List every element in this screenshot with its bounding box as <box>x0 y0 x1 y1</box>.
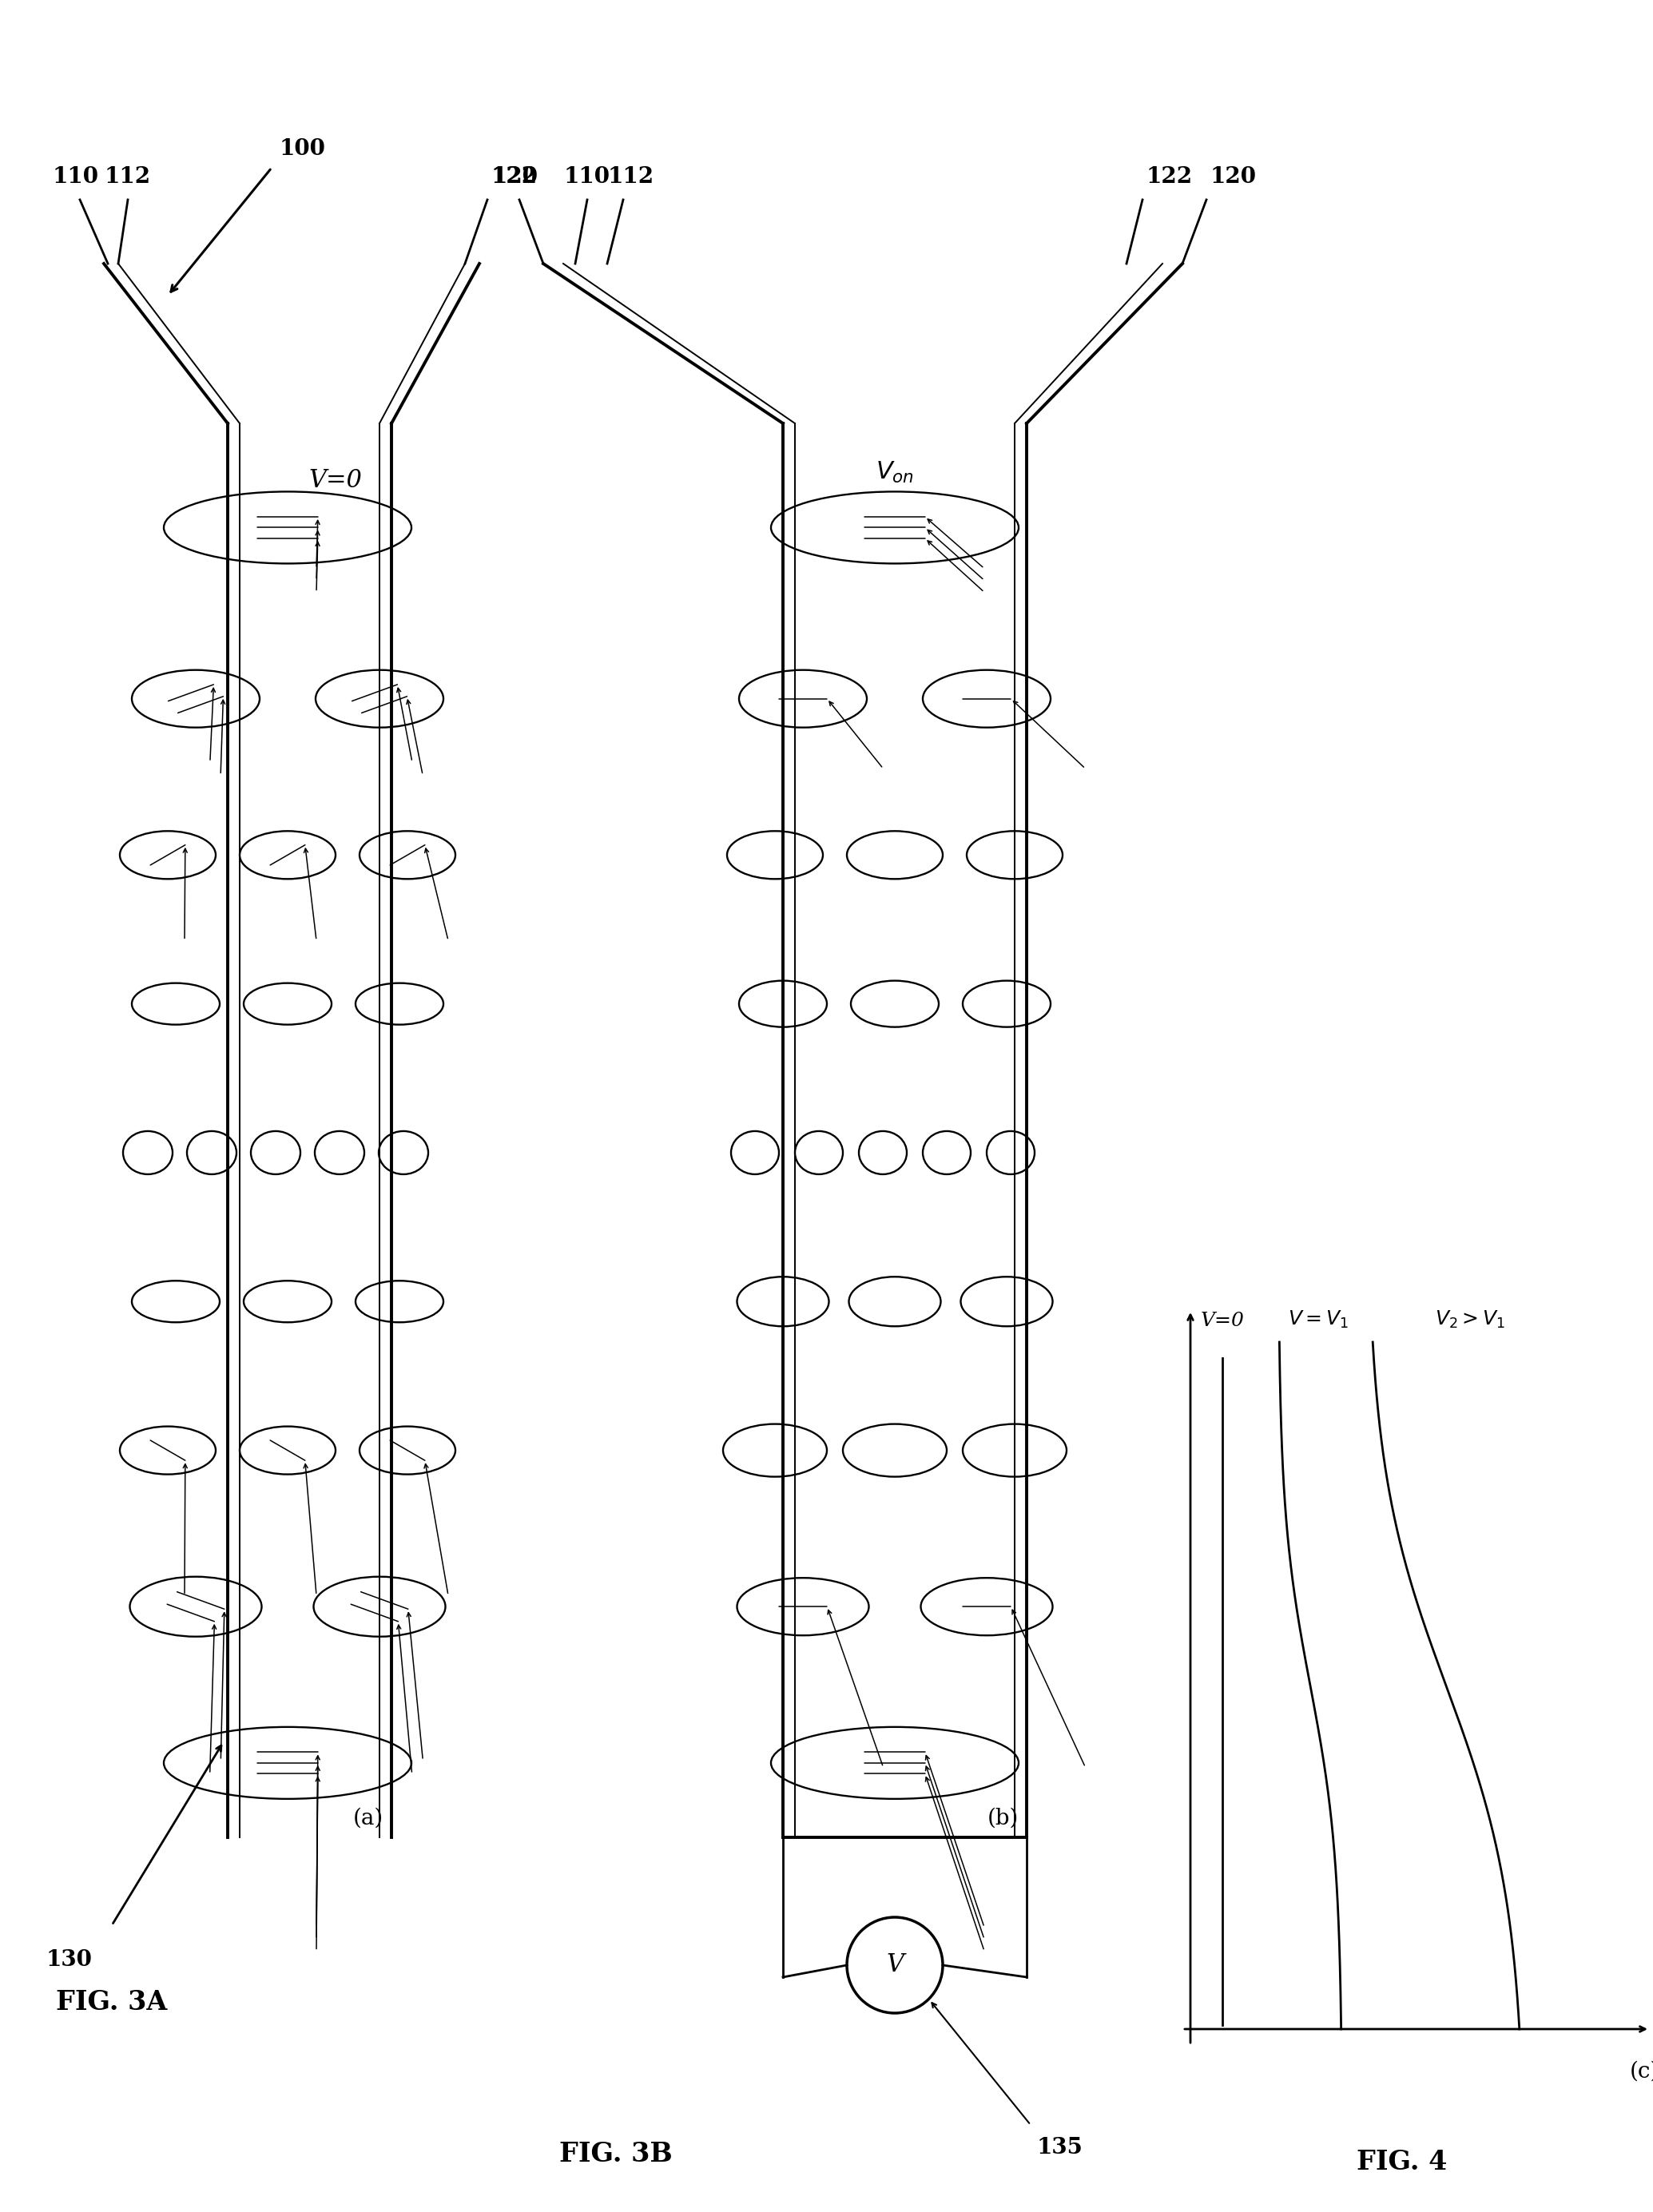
Text: 120: 120 <box>1210 166 1256 188</box>
Text: V=0: V=0 <box>309 469 362 493</box>
Text: 122: 122 <box>491 166 537 188</box>
Text: 112: 112 <box>104 166 150 188</box>
Text: V: V <box>886 1953 904 1978</box>
Text: (a): (a) <box>354 1807 383 1829</box>
Text: 122: 122 <box>1147 166 1193 188</box>
Text: (c): (c) <box>1630 2062 1653 2081</box>
Text: FIG. 3A: FIG. 3A <box>56 1989 167 2015</box>
Text: 100: 100 <box>279 137 326 159</box>
Text: FIG. 3B: FIG. 3B <box>559 2141 673 2168</box>
Text: (b): (b) <box>987 1807 1018 1829</box>
Text: 135: 135 <box>1036 2137 1083 2159</box>
Text: FIG. 4: FIG. 4 <box>1357 2148 1448 2174</box>
Text: 110: 110 <box>53 166 99 188</box>
Text: 110: 110 <box>564 166 610 188</box>
Text: 130: 130 <box>46 1949 93 1971</box>
Text: V=0: V=0 <box>1200 1312 1245 1329</box>
Text: $V=V_1$: $V=V_1$ <box>1288 1310 1349 1329</box>
Text: 120: 120 <box>493 166 539 188</box>
Text: $V_2 > V_1$: $V_2 > V_1$ <box>1435 1310 1506 1329</box>
Text: $V_{on}$: $V_{on}$ <box>876 460 914 484</box>
Text: 112: 112 <box>608 166 655 188</box>
